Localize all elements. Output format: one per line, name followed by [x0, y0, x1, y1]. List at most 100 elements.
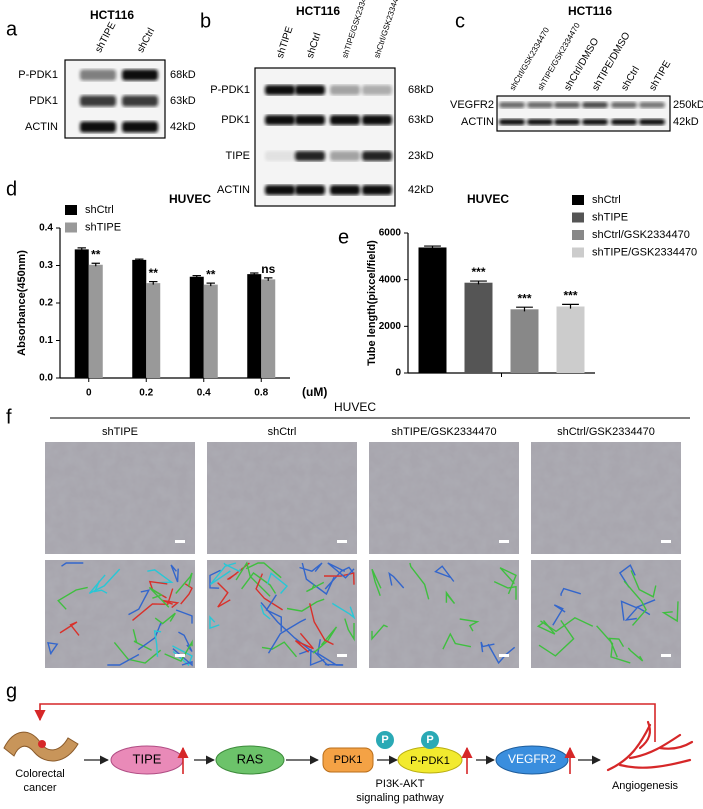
lane-label: shTIPE/GSK2334470 — [340, 0, 372, 59]
bar — [132, 259, 147, 378]
scale-bar — [175, 654, 185, 657]
protein-label: VEGFR2 — [450, 99, 494, 111]
y-tick-label: 0.3 — [39, 260, 53, 271]
network-segment — [175, 572, 193, 594]
network-segment — [267, 618, 307, 654]
error-bar — [250, 272, 259, 276]
node-label: P-PDK1 — [410, 755, 450, 767]
bar — [247, 274, 262, 378]
network-segment — [560, 587, 582, 596]
y-tick-label: 0 — [395, 368, 401, 379]
error-bar — [562, 303, 579, 309]
column-label: shTIPE/GSK2334470 — [391, 426, 496, 438]
pathway-label: PI3K-AKT — [376, 778, 425, 790]
network-segment — [217, 582, 231, 608]
network-segment — [153, 630, 162, 657]
network-segment — [661, 601, 679, 623]
blot-band — [295, 115, 325, 125]
panel-letter: a — [6, 18, 18, 40]
error-bar — [91, 262, 100, 267]
network-segment — [147, 569, 174, 584]
protein-label: ACTIN — [25, 121, 58, 133]
blot-band — [80, 121, 116, 133]
bar — [189, 276, 204, 378]
phospho-label: P — [381, 734, 388, 746]
node-label: VEGFR2 — [508, 752, 556, 766]
network-segment — [299, 562, 323, 573]
network-segment — [128, 589, 151, 616]
y-tick-label: 0.0 — [39, 373, 53, 384]
bar — [88, 264, 103, 378]
y-tick-label: 0.1 — [39, 335, 53, 346]
error-bar — [470, 280, 487, 285]
protein-label: TIPE — [226, 150, 250, 162]
size-label: 42kD — [408, 184, 434, 196]
network-segment — [209, 569, 221, 589]
panel-letter: f — [6, 406, 12, 428]
blot-band — [122, 69, 158, 81]
lane-label: shCtrl — [305, 31, 324, 59]
bar — [556, 306, 585, 373]
panel-letter: e — [338, 226, 349, 248]
panel-letter: c — [455, 10, 465, 32]
legend-label: shCtrl/GSK2334470 — [592, 229, 690, 241]
blot-band — [499, 119, 525, 125]
legend-label: shCtrl — [592, 194, 621, 206]
network-segment — [445, 590, 456, 604]
significance-label: ns — [261, 262, 275, 276]
network-segment — [57, 586, 88, 610]
network-segment — [313, 650, 344, 667]
network-segment — [113, 641, 162, 664]
blot-band — [80, 95, 116, 107]
legend-swatch — [572, 195, 584, 205]
network-segment — [487, 643, 516, 665]
network-segment — [154, 612, 176, 625]
network-segment — [265, 594, 283, 632]
blot-title: HCT116 — [90, 8, 134, 22]
legend-label: shTIPE — [592, 211, 628, 223]
tumor-icon — [38, 740, 46, 748]
blot-band — [265, 85, 295, 95]
node-label: RAS — [237, 751, 264, 766]
scale-bar — [661, 540, 671, 543]
network-segment — [178, 631, 193, 652]
size-label: 42kD — [170, 121, 196, 133]
y-tick-label: 2000 — [379, 321, 402, 332]
micrograph-texture — [531, 442, 681, 554]
network-segment — [540, 616, 594, 633]
error-bar — [206, 282, 215, 287]
error-bar — [424, 245, 441, 249]
network-segment — [327, 562, 355, 579]
network-segment — [596, 625, 631, 664]
blot-title: HCT116 — [568, 4, 612, 18]
bar — [261, 279, 276, 378]
blot-band — [265, 115, 295, 125]
network-segment — [295, 632, 314, 653]
panel-letter: g — [6, 680, 17, 702]
blot-band — [582, 119, 608, 125]
node — [495, 745, 569, 775]
lane-label: shTIPE — [275, 25, 296, 60]
lane-label: shCtrl — [619, 65, 642, 93]
blot-band — [122, 121, 158, 133]
network-segment — [245, 562, 282, 579]
node — [215, 745, 285, 775]
network-segment — [59, 621, 80, 636]
bar — [418, 247, 447, 373]
blot-band — [330, 115, 360, 125]
vessel-icon — [606, 720, 694, 772]
network-segment — [618, 564, 636, 588]
network-segment — [538, 620, 575, 657]
network-segment — [323, 572, 355, 585]
significance-label: *** — [563, 289, 577, 303]
network-segment — [331, 602, 356, 620]
blot-band — [362, 185, 392, 195]
blot-band — [362, 85, 392, 95]
scale-bar — [499, 654, 509, 657]
blot-band — [122, 95, 158, 107]
significance-label: ** — [91, 247, 101, 261]
network-segment — [409, 562, 430, 600]
micrograph-texture — [207, 442, 357, 554]
